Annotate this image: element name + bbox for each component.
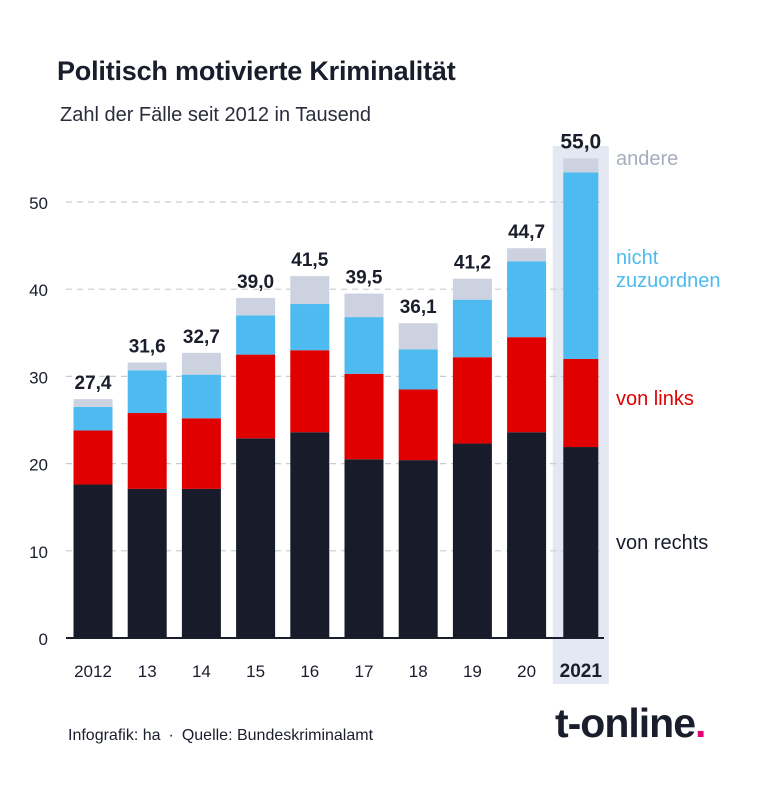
footer-separator: · [168,727,174,744]
bar-total-label: 44,7 [508,222,545,243]
bar-segment [398,389,438,461]
y-tick-label: 20 [29,456,48,475]
bar-total-label: 41,5 [291,250,328,271]
t-online-logo: t-online. [555,700,706,747]
y-tick-label: 0 [39,630,48,649]
x-tick-label: 2021 [560,661,603,682]
bar-total-label: 55,0 [560,130,601,153]
logo-text: t-online [555,700,696,746]
footer-source: Quelle: Bundeskriminalamt [181,727,374,744]
bar-segment [181,488,221,638]
bar-segment [398,349,438,390]
bar-segment [507,337,547,433]
bar-segment [181,374,221,419]
chart-subtitle: Zahl der Fälle seit 2012 in Tausend [60,104,371,126]
bar-total-label: 27,4 [75,373,112,394]
bar-segment [507,261,547,338]
bar-total-label: 41,2 [454,253,491,274]
bar-segment [452,357,492,444]
bar-segment [398,323,438,350]
bar-segment [127,370,167,414]
bar-segment [507,432,547,638]
x-tick-label: 18 [409,662,428,681]
bar-segment [344,293,384,318]
y-tick-label: 30 [29,368,48,387]
x-tick-label: 19 [463,662,482,681]
y-tick-label: 50 [29,194,48,213]
bar-segment [398,460,438,638]
series-label: von links [616,388,694,410]
y-tick-label: 10 [29,543,48,562]
bar-segment [73,406,113,431]
x-tick-label: 16 [300,662,319,681]
bar-segment [507,248,547,262]
bar-segment [236,438,276,638]
bar-segment [181,352,221,375]
bar-segment [290,432,330,638]
bar-segment [563,447,599,638]
bar-segment [563,358,599,448]
footer: Infografik: ha · Quelle: Bundeskriminalamt [68,727,373,745]
bar-total-label: 32,7 [183,327,220,348]
bar-segment [344,459,384,638]
footer-credit: Infografik: ha [68,727,161,744]
series-label: von rechts [616,532,708,554]
x-tick-label: 2012 [74,662,112,681]
bar-segment [236,297,276,316]
bar-segment [563,158,599,173]
bar-segment [127,413,167,489]
bar-segment [563,172,599,359]
x-tick-label: 14 [192,662,211,681]
bar-segment [181,418,221,489]
x-tick-label: 20 [517,662,536,681]
bar-total-label: 36,1 [400,297,437,318]
series-label: nicht [616,247,659,269]
bar-segment [73,484,113,638]
x-tick-label: 13 [138,662,157,681]
bar-segment [127,362,167,371]
bar-segment [290,276,330,305]
bar-segment [73,430,113,485]
bar-segment [344,373,384,460]
bar-total-label: 39,0 [237,272,274,293]
bar-total-label: 39,5 [346,268,383,289]
bar-segment [127,488,167,638]
bar-segment [290,304,330,351]
bar-segment [290,350,330,433]
bar-segment [344,317,384,374]
x-tick-label: 15 [246,662,265,681]
bar-segment [452,443,492,638]
chart-title: Politisch motivierte Kriminalität [57,56,456,86]
y-tick-label: 40 [29,281,48,300]
bar-segment [236,315,276,355]
bar-total-label: 31,6 [129,336,166,357]
series-label: andere [616,148,678,170]
logo-dot: . [695,700,706,746]
bar-segment [452,278,492,300]
x-tick-label: 17 [355,662,374,681]
series-label: zuzuordnen [616,270,721,292]
bar-segment [73,399,113,407]
bar-segment [452,299,492,358]
bar-segment [236,354,276,439]
